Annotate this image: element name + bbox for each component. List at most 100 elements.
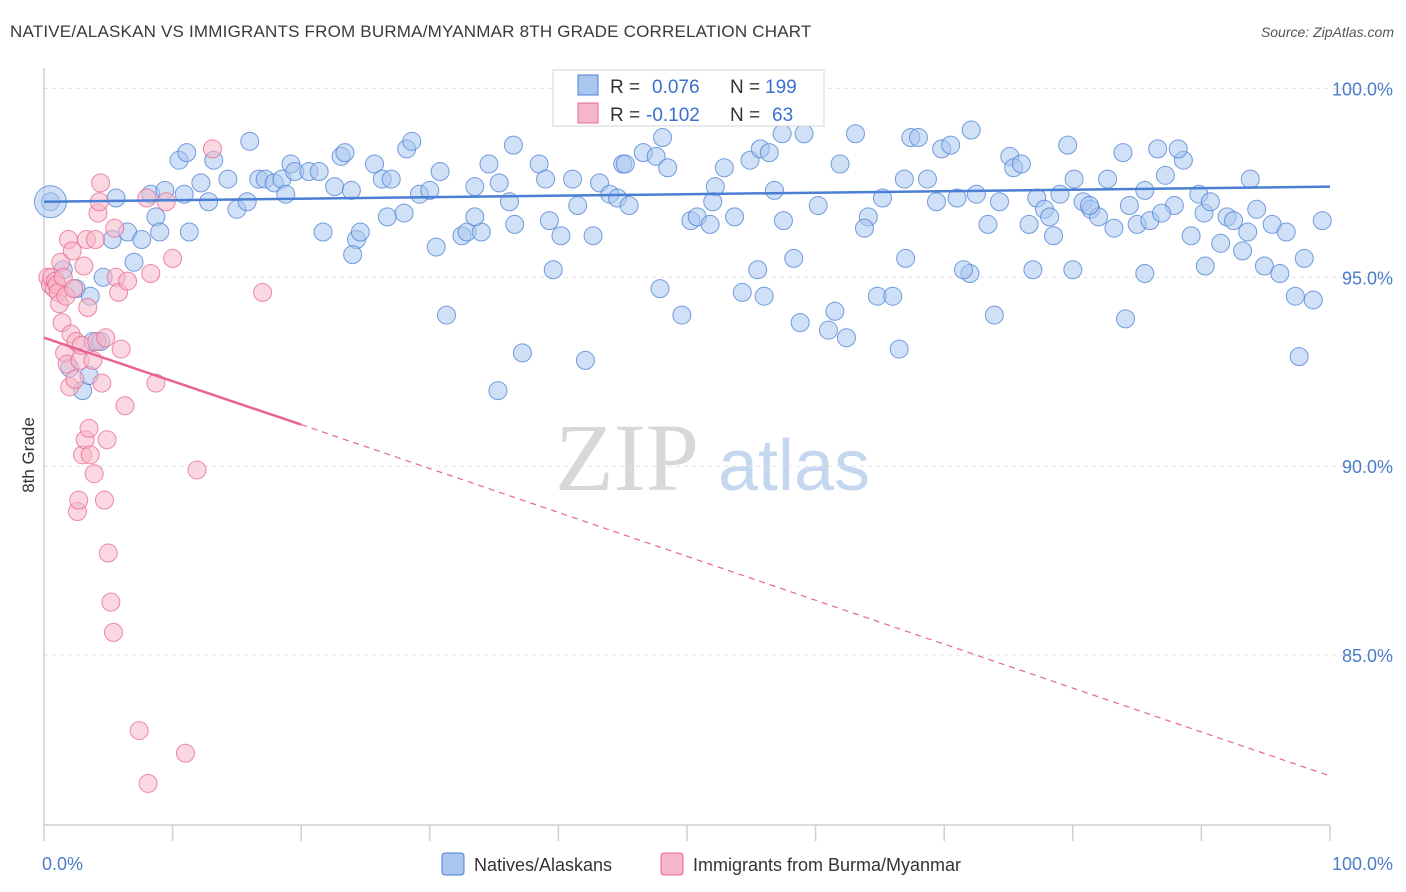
native-point (240, 131, 260, 151)
native-point (1011, 154, 1031, 174)
native-point (124, 252, 144, 272)
burma-point (97, 430, 117, 450)
burma-point (103, 622, 123, 642)
native-point (836, 328, 856, 348)
native-point (889, 339, 909, 359)
burma-point (202, 139, 222, 159)
native-point (1116, 309, 1136, 329)
native-point (1152, 203, 1172, 223)
native-point (430, 162, 450, 182)
native-point (343, 245, 363, 265)
native-point (894, 169, 914, 189)
native-point (1312, 211, 1332, 231)
stats-pink-r-value: -0.102 (646, 105, 700, 126)
x-tick-label: 100.0% (1332, 854, 1393, 874)
native-point (1289, 347, 1309, 367)
burma-point (64, 279, 84, 299)
native-point (754, 286, 774, 306)
native-point (872, 188, 892, 208)
native-point (989, 192, 1009, 212)
native-point (845, 124, 865, 144)
y-tick-labels: 85.0% 90.0% 95.0% 100.0% (1332, 79, 1393, 666)
native-point (402, 131, 422, 151)
native-point (794, 124, 814, 144)
burma-point (85, 230, 105, 250)
native-point (420, 180, 440, 200)
native-point (1303, 290, 1323, 310)
native-point (1080, 196, 1100, 216)
native-point (1224, 211, 1244, 231)
native-trend-line (43, 185, 1331, 204)
burma-point (78, 298, 98, 318)
native-point (926, 192, 946, 212)
native-point (658, 158, 678, 178)
native-point (1135, 264, 1155, 284)
native-point (854, 218, 874, 238)
native-point (650, 279, 670, 299)
native-point (437, 305, 457, 325)
native-point (984, 305, 1004, 325)
burma-trend-line (43, 336, 302, 426)
stats-blue-r-label: R = (610, 77, 640, 98)
burma-point (84, 464, 104, 484)
native-point (551, 226, 571, 246)
burma-point (79, 418, 99, 438)
y-tick-label: 100.0% (1332, 79, 1393, 99)
native-point (1104, 218, 1124, 238)
native-point (1238, 222, 1258, 242)
native-point (1233, 241, 1253, 261)
stats-pink-swatch (577, 102, 599, 124)
native-point (1195, 256, 1215, 276)
native-point (784, 248, 804, 268)
data-points (33, 90, 1332, 793)
burma-point (137, 188, 157, 208)
native-point (313, 222, 333, 242)
legend: Natives/Alaskans Immigrants from Burma/M… (441, 852, 961, 876)
native-point (615, 154, 635, 174)
burma-point (141, 264, 161, 284)
burma-point (101, 592, 121, 612)
burma-point (74, 256, 94, 276)
burma-point (146, 373, 166, 393)
native-point (1148, 139, 1168, 159)
burma-point (118, 271, 138, 291)
burma-point (115, 396, 135, 416)
native-point (132, 230, 152, 250)
burma-point (80, 445, 100, 465)
burma-point (92, 373, 112, 393)
native-point (179, 222, 199, 242)
native-point (764, 180, 784, 200)
native-point (191, 173, 211, 193)
native-point (106, 188, 126, 208)
native-point (818, 320, 838, 340)
native-point (703, 192, 723, 212)
native-point (732, 282, 752, 302)
native-point (1119, 196, 1139, 216)
burma-point (96, 328, 116, 348)
native-point (575, 350, 595, 370)
native-point (1135, 180, 1155, 200)
native-point (465, 177, 485, 197)
native-point (505, 214, 525, 234)
native-point (966, 184, 986, 204)
native-point (1064, 169, 1084, 189)
burma-point (187, 460, 207, 480)
native-point (1247, 199, 1267, 219)
native-point (1023, 260, 1043, 280)
native-point (947, 188, 967, 208)
y-tick-label: 95.0% (1342, 268, 1393, 288)
native-point (790, 313, 810, 333)
native-point (714, 158, 734, 178)
y-tick-label: 85.0% (1342, 646, 1393, 666)
legend-swatch-burma (660, 852, 684, 876)
burma-point (94, 490, 114, 510)
native-point (1240, 169, 1260, 189)
native-point (773, 211, 793, 231)
native-point (1254, 256, 1274, 276)
native-point (759, 143, 779, 163)
native-point (1050, 184, 1070, 204)
native-point (1040, 207, 1060, 227)
native-point (177, 143, 197, 163)
native-point (1058, 135, 1078, 155)
